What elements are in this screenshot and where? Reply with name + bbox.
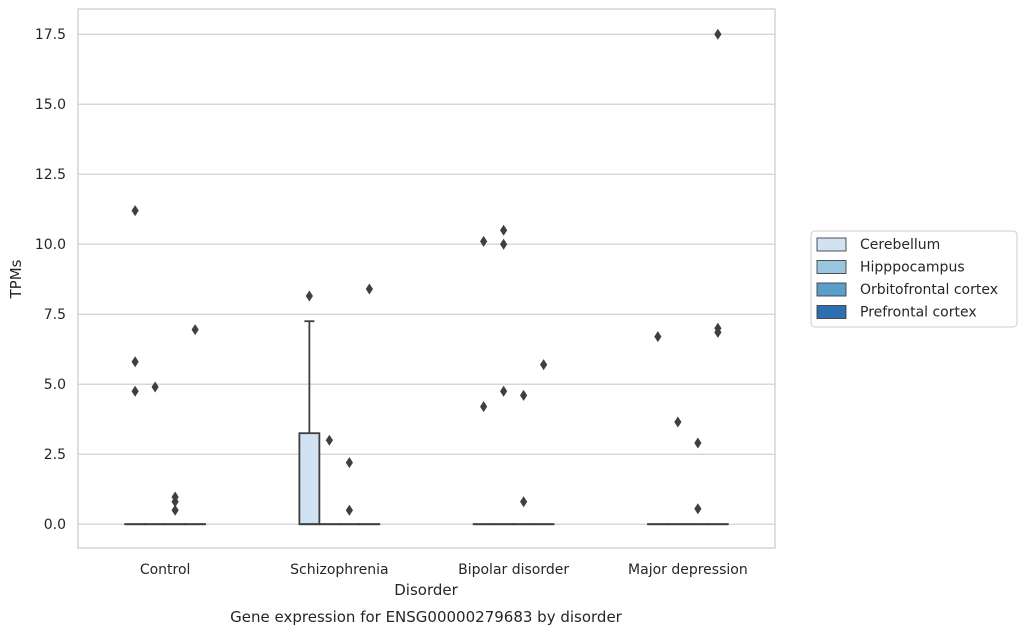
outlier-point	[520, 496, 528, 508]
box-cerebellum	[646, 331, 669, 526]
legend-swatch	[816, 237, 847, 252]
outlier-point	[345, 504, 353, 516]
legend-label: Hipppocampus	[860, 260, 965, 276]
y-axis: 0.0 2.5 5.0 7.5 10.0 12.5 15.0 17.5	[35, 27, 66, 533]
box-hipppocampus	[666, 416, 689, 526]
legend-swatch	[816, 260, 847, 274]
y-tick-label: 5.0	[44, 377, 66, 393]
box-orbitofrontal-cortex	[164, 491, 187, 526]
y-tick-label: 12.5	[35, 167, 66, 183]
outlier-point	[171, 496, 179, 508]
outlier-point	[171, 504, 179, 516]
x-axis: Control Schizophrenia Bipolar disorder Majo…	[140, 562, 748, 578]
box-hipppocampus	[318, 434, 341, 526]
outlier-point	[325, 434, 333, 446]
box-cerebellum	[124, 205, 147, 526]
outlier-point	[480, 235, 488, 247]
outlier-point	[694, 437, 702, 449]
outlier-point	[654, 331, 662, 343]
plot-frame	[77, 8, 776, 549]
box-cerebellum	[298, 290, 321, 526]
outlier-point	[500, 224, 508, 236]
x-tick-label: Schizophrenia	[290, 562, 388, 578]
outlier-point	[500, 238, 508, 250]
y-gridlines	[78, 33, 775, 525]
y-axis-title: TPMs	[7, 259, 25, 299]
box-hipppocampus	[492, 224, 515, 526]
y-tick-label: 17.5	[35, 27, 66, 43]
outlier-point	[345, 457, 353, 469]
y-tick-label: 7.5	[44, 307, 66, 323]
x-tick-label: Bipolar disorder	[458, 562, 569, 578]
outlier-point	[520, 389, 528, 401]
legend-frame	[810, 230, 1018, 328]
legend-label: Cerebellum	[860, 237, 940, 253]
box-prefrontal-cortex	[706, 28, 729, 526]
box-orbitofrontal-cortex	[338, 457, 361, 526]
box-orbitofrontal-cortex	[512, 389, 535, 526]
box-cerebellum	[472, 235, 495, 526]
outlier-point	[540, 359, 548, 371]
outlier-point	[500, 385, 508, 397]
outlier-point	[131, 356, 139, 368]
box-orbitofrontal-cortex	[686, 437, 709, 526]
outlier-point	[305, 290, 313, 302]
box-plot-series	[124, 28, 729, 526]
outlier-point	[714, 28, 722, 40]
x-tick-label: Control	[140, 562, 191, 578]
outlier-point	[365, 283, 373, 295]
y-tick-label: 10.0	[35, 237, 66, 253]
outlier-point	[151, 381, 159, 393]
legend-swatch	[816, 305, 847, 319]
outlier-point	[131, 205, 139, 217]
legend: Cerebellum Hipppocampus Orbitofrontal cort…	[810, 230, 1018, 328]
box-prefrontal-cortex	[184, 324, 207, 526]
y-tick-label: 2.5	[44, 447, 66, 463]
outlier-point	[694, 503, 702, 515]
box-body	[298, 432, 321, 526]
chart-caption: Gene expression for ENSG00000279683 by d…	[230, 608, 623, 626]
outlier-point	[714, 326, 722, 338]
outlier-point	[131, 385, 139, 397]
box-hipppocampus	[144, 381, 167, 526]
outlier-point	[191, 324, 199, 336]
legend-label: Orbitofrontal cortex	[860, 282, 998, 298]
x-axis-title: Disorder	[394, 581, 458, 599]
legend-swatch	[816, 282, 847, 297]
x-tick-label: Major depression	[628, 562, 748, 578]
y-tick-label: 15.0	[35, 97, 66, 113]
box-prefrontal-cortex	[532, 359, 555, 526]
box-prefrontal-cortex	[358, 283, 381, 526]
y-tick-label: 0.0	[44, 517, 66, 533]
outlier-point	[674, 416, 682, 428]
outlier-point	[480, 401, 488, 413]
legend-label: Prefrontal cortex	[860, 305, 977, 321]
